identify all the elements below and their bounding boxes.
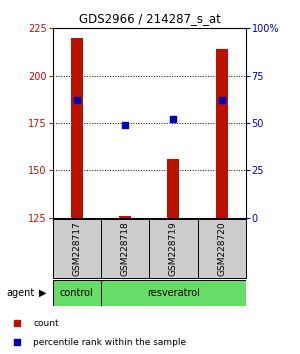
Point [298, 52, 300, 58]
Text: GSM228717: GSM228717 [72, 221, 81, 276]
Text: ▶: ▶ [39, 288, 46, 298]
Text: GSM228719: GSM228719 [169, 221, 178, 276]
Text: count: count [33, 319, 58, 328]
Bar [119, 216, 131, 218]
Text: GDS2966 / 214287_s_at: GDS2966 / 214287_s_at [79, 12, 221, 25]
Point [298, 222, 300, 228]
Bar [167, 159, 179, 218]
Text: resveratrol: resveratrol [147, 288, 200, 298]
Point [74, 97, 79, 103]
Text: agent: agent [6, 288, 34, 298]
Point [219, 97, 224, 103]
Bar [216, 49, 228, 218]
Bar [52, 280, 101, 306]
Point [123, 122, 128, 128]
Bar [101, 280, 246, 306]
Text: percentile rank within the sample: percentile rank within the sample [33, 338, 186, 347]
Text: control: control [60, 288, 94, 298]
Text: GSM228718: GSM228718 [121, 221, 130, 276]
Text: GSM228720: GSM228720 [217, 221, 226, 276]
Bar [70, 38, 83, 218]
Point [171, 116, 176, 122]
